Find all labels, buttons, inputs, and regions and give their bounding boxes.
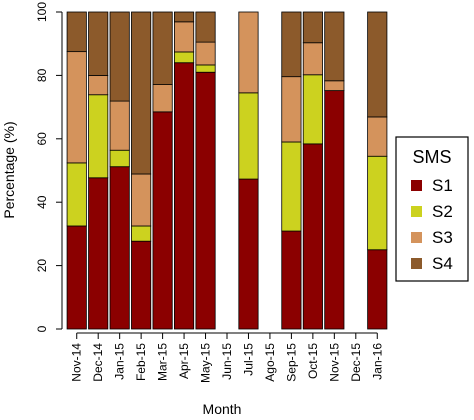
y-tick-label: 0 — [35, 325, 49, 332]
y-axis: 0 20 40 60 80 100 — [35, 2, 63, 332]
bar-segment-s4-jan-15 — [109, 11, 130, 102]
legend-label-s4: S4 — [432, 254, 453, 273]
x-tick-label-jan-16: Jan-16 — [370, 343, 384, 380]
bar-segment-s3-mar-15 — [152, 84, 173, 113]
bar-segment-s4-nov-14 — [66, 11, 87, 53]
bar-segment-s1-jan-16 — [367, 249, 388, 330]
bar-segment-s4-apr-15 — [174, 11, 195, 23]
bar-segment-s1-nov-15 — [324, 90, 345, 330]
bar-segment-s4-mar-15 — [152, 11, 173, 85]
bar-segment-s3-nov-15 — [324, 80, 345, 92]
bar-segment-s3-dec-14 — [88, 75, 109, 96]
x-tick-label-nov-15: Nov-15 — [327, 343, 341, 382]
bar-segment-s2-apr-15 — [174, 51, 195, 64]
legend-title: SMS — [412, 147, 451, 167]
x-tick-label-oct-15: Oct-15 — [306, 343, 320, 379]
bar-segment-s3-sep-15 — [281, 76, 302, 143]
legend-label-s2: S2 — [432, 202, 453, 221]
x-tick-label-ago-15: Ago-15 — [263, 343, 277, 382]
x-tick-label-apr-15: Apr-15 — [177, 343, 191, 379]
bar-segment-s1-apr-15 — [174, 62, 195, 330]
bar-segment-s4-nov-15 — [324, 11, 345, 82]
bar-segment-s1-sep-15 — [281, 230, 302, 330]
bar-segment-s2-jul-15 — [238, 92, 259, 180]
y-tick-label: 60 — [35, 132, 49, 146]
bar-segment-s2-oct-15 — [302, 74, 323, 145]
legend-swatch-s1 — [411, 180, 422, 191]
y-axis-title: Percentage (%) — [1, 121, 17, 218]
y-tick-label: 40 — [35, 195, 49, 209]
bar-segment-s1-may-15 — [195, 71, 216, 330]
x-tick-label-feb-15: Feb-15 — [134, 343, 148, 381]
bar-segment-s3-oct-15 — [302, 42, 323, 76]
bar-segment-s3-apr-15 — [174, 21, 195, 53]
legend-label-s3: S3 — [432, 228, 453, 247]
legend-items: S1 S2 S3 S4 — [411, 176, 453, 273]
x-tick-label-jul-15: Jul-15 — [241, 343, 255, 376]
legend-box — [395, 136, 469, 282]
legend-swatch-s2 — [411, 206, 422, 217]
bar-segment-s1-nov-14 — [66, 225, 87, 330]
legend-label-s1: S1 — [432, 176, 453, 195]
x-tick-label-jun-15: Jun-15 — [220, 343, 234, 380]
bar-segment-s3-jul-15 — [238, 11, 259, 94]
x-tick-label-nov-14: Nov-14 — [70, 343, 84, 382]
y-tick-label: 100 — [35, 2, 49, 22]
bar-segment-s4-sep-15 — [281, 11, 302, 78]
y-tick-label: 80 — [35, 68, 49, 82]
legend-swatch-s4 — [411, 258, 422, 269]
bar-segment-s3-may-15 — [195, 41, 216, 66]
bar-segment-s1-oct-15 — [302, 143, 323, 330]
legend: SMS S1 S2 S3 S4 — [395, 136, 469, 282]
bar-segment-s2-jan-16 — [367, 155, 388, 251]
bar-segment-s2-may-15 — [195, 64, 216, 73]
bar-segment-s4-may-15 — [195, 11, 216, 43]
legend-swatch-s3 — [411, 232, 422, 243]
bar-segment-s4-dec-14 — [88, 11, 109, 76]
x-tick-label-may-15: May-15 — [199, 343, 213, 383]
bar-segment-s1-dec-14 — [88, 177, 109, 330]
bar-segment-s1-mar-15 — [152, 111, 173, 330]
bars-group — [66, 11, 388, 330]
bar-segment-s3-nov-14 — [66, 51, 87, 164]
x-tick-label-mar-15: Mar-15 — [156, 343, 170, 381]
bar-segment-s2-nov-14 — [66, 162, 87, 227]
bar-segment-s4-jan-16 — [367, 11, 388, 118]
bar-segment-s4-feb-15 — [131, 11, 152, 175]
bar-segment-s3-feb-15 — [131, 173, 152, 227]
x-tick-label-jan-15: Jan-15 — [113, 343, 127, 380]
x-axis: Nov-14 Dec-14 Jan-15 Feb-15 Mar-15 Apr-15 May-… — [70, 332, 384, 383]
bar-segment-s3-jan-15 — [109, 100, 130, 151]
x-tick-label-dec-14: Dec-14 — [91, 343, 105, 382]
bar-segment-s2-feb-15 — [131, 225, 152, 242]
bar-segment-s4-oct-15 — [302, 11, 323, 44]
bar-segment-s1-jul-15 — [238, 178, 259, 330]
x-tick-label-dec-15: Dec-15 — [349, 343, 363, 382]
x-axis-title: Month — [203, 401, 242, 417]
bar-segment-s1-feb-15 — [131, 240, 152, 330]
y-tick-label: 20 — [35, 259, 49, 273]
bar-segment-s2-sep-15 — [281, 141, 302, 232]
bar-segment-s3-jan-16 — [367, 116, 388, 157]
bar-segment-s1-jan-15 — [109, 166, 130, 330]
bar-segment-s2-dec-14 — [88, 94, 109, 179]
x-tick-label-sep-15: Sep-15 — [284, 343, 298, 382]
bar-segment-s2-jan-15 — [109, 149, 130, 168]
